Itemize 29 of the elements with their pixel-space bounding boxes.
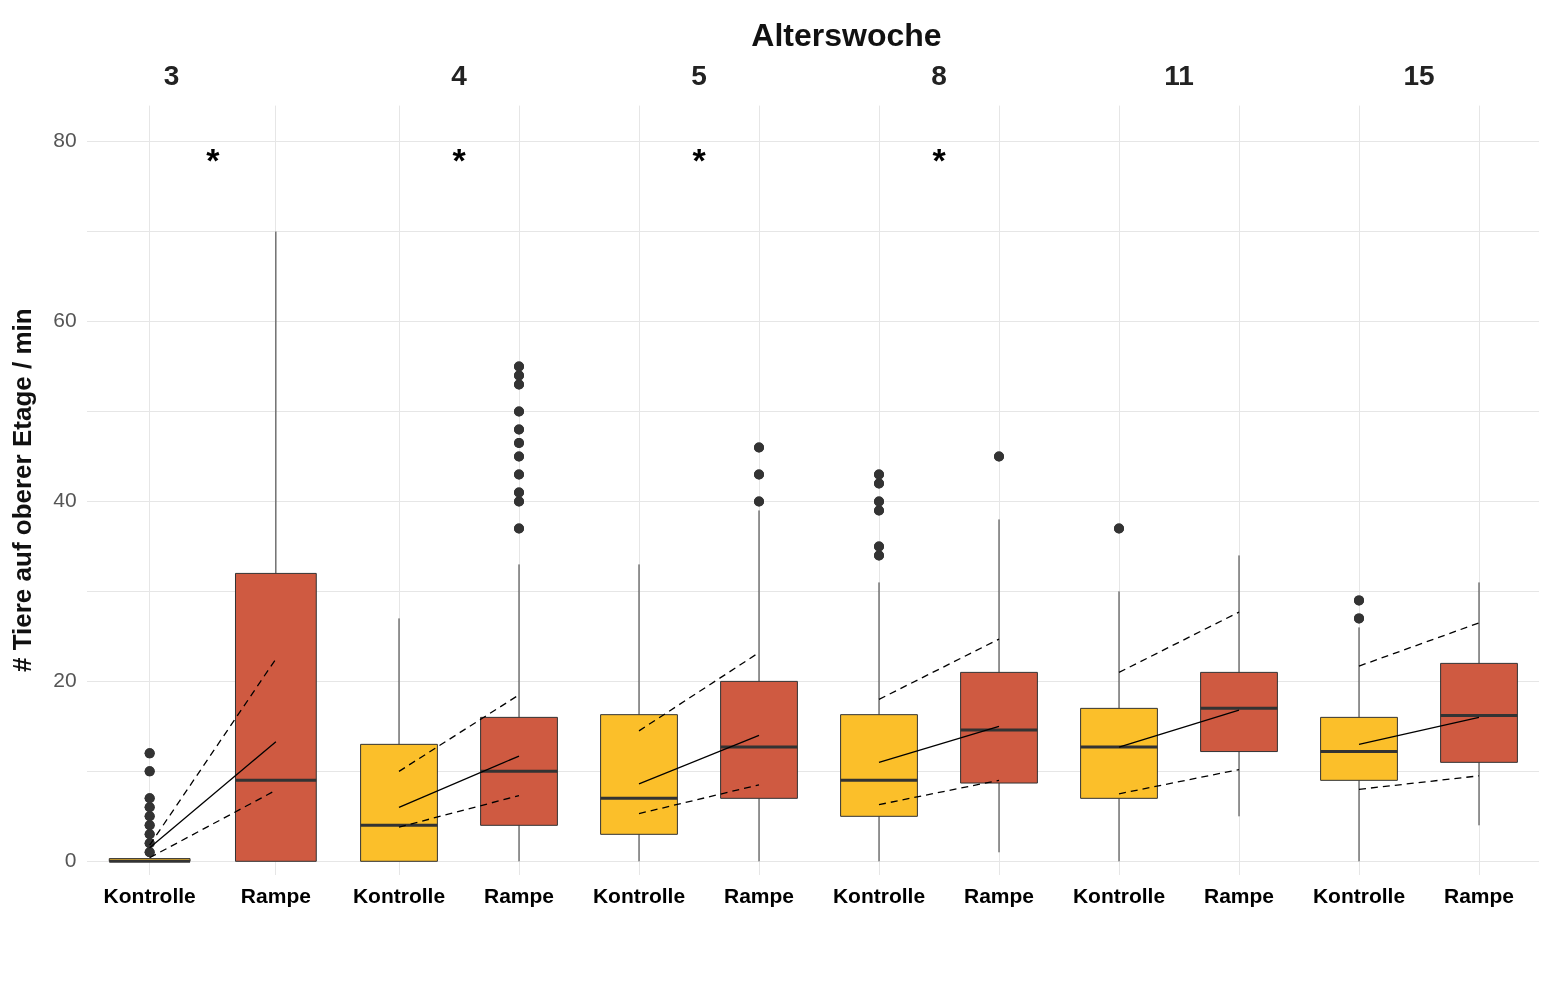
x-tick-label: Rampe bbox=[1203, 884, 1275, 908]
x-tick-label: Rampe bbox=[483, 884, 555, 908]
annotation: * bbox=[692, 140, 707, 179]
x-tick-label: Kontrolle bbox=[592, 884, 686, 908]
chart-title: 15 bbox=[1403, 59, 1435, 91]
chart-title: 8 bbox=[931, 59, 947, 91]
x-tick-label: Kontrolle bbox=[1312, 884, 1406, 908]
x-tick-label: Kontrolle bbox=[832, 884, 926, 908]
chart-title: 5 bbox=[691, 59, 707, 91]
y-tick-label: 20 bbox=[53, 668, 77, 692]
x-tick-label: Kontrolle bbox=[1072, 884, 1166, 908]
x-tick-label: Rampe bbox=[1443, 884, 1515, 908]
annotation: * bbox=[206, 140, 221, 179]
x-tick-label: Rampe bbox=[723, 884, 795, 908]
y-tick-label: 60 bbox=[53, 308, 77, 332]
x-tick-label: Rampe bbox=[240, 884, 311, 908]
chart-title: 4 bbox=[451, 59, 468, 91]
y-tick-label: 40 bbox=[53, 488, 77, 512]
y-axis-title: # Tiere auf oberer Etage / min bbox=[6, 308, 37, 673]
x-tick-label: Kontrolle bbox=[103, 884, 196, 908]
x-tick-label: Rampe bbox=[963, 884, 1035, 908]
annotation: * bbox=[932, 140, 947, 179]
y-tick-label: 0 bbox=[64, 848, 77, 872]
text: Alterswoche bbox=[750, 16, 943, 55]
chart-title: 3 bbox=[163, 59, 180, 91]
annotation: * bbox=[452, 140, 467, 179]
chart-title: 11 bbox=[1164, 59, 1194, 91]
y-tick-label: 80 bbox=[53, 128, 77, 152]
x-tick-label: Kontrolle bbox=[352, 884, 446, 908]
